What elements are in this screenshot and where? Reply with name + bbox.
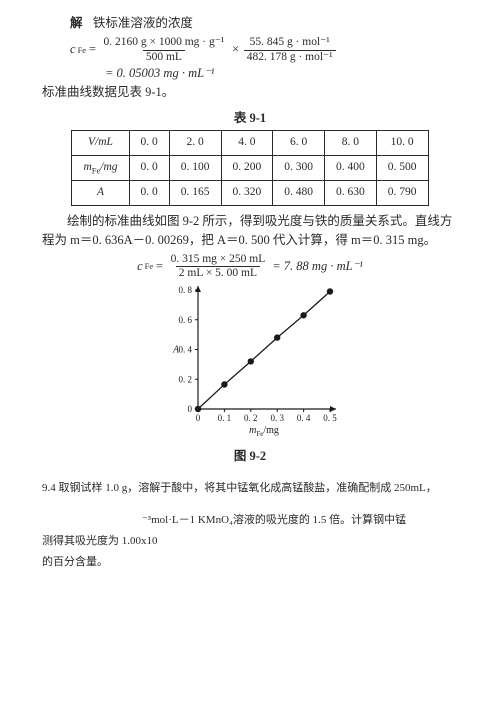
svg-text:0. 4: 0. 4 <box>179 345 193 355</box>
table-title: 表 9-1 <box>42 109 458 128</box>
svg-text:A: A <box>172 345 180 356</box>
svg-text:mFe/mg: mFe/mg <box>249 425 279 437</box>
cell: 0. 0 <box>129 130 169 155</box>
svg-text:0. 4: 0. 4 <box>297 413 311 423</box>
svg-text:0: 0 <box>188 404 193 414</box>
table-row: V/mL 0. 0 2. 0 4. 0 6. 0 8. 0 10. 0 <box>72 130 428 155</box>
cell: 0. 320 <box>221 181 273 206</box>
table-row: A 0. 0 0. 165 0. 320 0. 480 0. 630 0. 79… <box>72 181 428 206</box>
cell: 0. 400 <box>325 155 377 180</box>
svg-text:0. 8: 0. 8 <box>179 285 193 295</box>
cell: mFe/mg <box>72 155 129 180</box>
equation-1-result: = 0. 05003 mg · mL⁻¹ <box>105 64 458 83</box>
table-row: mFe/mg 0. 0 0. 100 0. 200 0. 300 0. 400 … <box>72 155 428 180</box>
eq2-frac: 0. 315 mg × 250 mL 2 mL × 5. 00 mL <box>168 253 269 280</box>
cell: 8. 0 <box>325 130 377 155</box>
cell: A <box>72 181 129 206</box>
solution-rest: 铁标准溶液的浓度 <box>93 16 193 30</box>
cell: 4. 0 <box>221 130 273 155</box>
figure-title: 图 9-2 <box>42 447 458 466</box>
cell: 0. 300 <box>273 155 325 180</box>
equation-1: cFe = 0. 2160 g × 1000 mg · g⁻¹ 500 mL ×… <box>70 36 458 63</box>
problem-line-4: 的百分含量。 <box>42 553 458 572</box>
eq1-frac-a: 0. 2160 g × 1000 mg · g⁻¹ 500 mL <box>101 36 228 63</box>
svg-text:0. 5: 0. 5 <box>323 413 337 423</box>
data-table: V/mL 0. 0 2. 0 4. 0 6. 0 8. 0 10. 0 mFe/… <box>71 130 428 206</box>
cell: 0. 500 <box>376 155 428 180</box>
problem-9-4: 9.4 取钢试样 1.0 g，溶解于酸中，将其中锰氧化成高锰酸盐，准确配制成 2… <box>42 479 458 572</box>
eq1-b-num: 55. 845 g · mol⁻¹ <box>247 36 333 49</box>
eq2-den: 2 mL × 5. 00 mL <box>176 266 260 280</box>
cell: 10. 0 <box>376 130 428 155</box>
cell: 2. 0 <box>169 130 221 155</box>
svg-text:0. 6: 0. 6 <box>179 315 193 325</box>
svg-text:0: 0 <box>196 413 201 423</box>
svg-text:0. 3: 0. 3 <box>270 413 284 423</box>
eq2-num: 0. 315 mg × 250 mL <box>168 253 269 266</box>
cell: 6. 0 <box>273 130 325 155</box>
problem-line-2: ⁻³mol·L－1 KMnO₄溶液的吸光度的 1.5 倍。计算钢中锰 <box>142 511 458 530</box>
figure-9-2: 0 0. 1 0. 2 0. 3 0. 4 0. 5 0. 2 0. 4 0. 6 0. 8 0 Am… <box>42 282 458 437</box>
cell: 0. 200 <box>221 155 273 180</box>
eq1-a-num: 0. 2160 g × 1000 mg · g⁻¹ <box>101 36 228 49</box>
cell: 0. 100 <box>169 155 221 180</box>
svg-text:0. 2: 0. 2 <box>179 374 193 384</box>
eq2-equals: = <box>155 257 163 276</box>
problem-line-1: 9.4 取钢试样 1.0 g，溶解于酸中，将其中锰氧化成高锰酸盐，准确配制成 2… <box>42 479 458 498</box>
eq1-equals: = <box>88 40 96 59</box>
cell: 0. 0 <box>129 155 169 180</box>
eq2-sub: Fe <box>145 260 154 273</box>
table-intro: 标准曲线数据见表 9-1。 <box>42 83 458 102</box>
cell: 0. 480 <box>273 181 325 206</box>
eq2-lhs: c <box>137 257 143 276</box>
eq2-result: = 7. 88 mg · mL⁻¹ <box>272 257 363 276</box>
svg-text:0. 1: 0. 1 <box>218 413 232 423</box>
cell: 0. 165 <box>169 181 221 206</box>
explanation-paragraph: 绘制的标准曲线如图 9-2 所示，得到吸光度与铁的质量关系式。直线方程为 m＝0… <box>42 212 458 251</box>
cell: 0. 0 <box>129 181 169 206</box>
cell: 0. 630 <box>325 181 377 206</box>
eq1-b-den: 482. 178 g · mol⁻¹ <box>244 50 336 64</box>
svg-text:0. 2: 0. 2 <box>244 413 257 423</box>
cell: 0. 790 <box>376 181 428 206</box>
chart-svg: 0 0. 1 0. 2 0. 3 0. 4 0. 5 0. 2 0. 4 0. 6 0. 8 0 Am… <box>160 282 340 437</box>
eq1-lhs: c <box>70 40 76 59</box>
eq1-a-den: 500 mL <box>143 50 185 64</box>
problem-line-3: 测得其吸光度为 1.00x10 <box>42 532 458 551</box>
solution-intro: 解 铁标准溶液的浓度 <box>70 14 458 33</box>
eq1-sub: Fe <box>78 44 87 57</box>
eq1-times: × <box>231 40 239 59</box>
solution-prefix: 解 <box>70 16 84 30</box>
cell: V/mL <box>72 130 129 155</box>
eq1-frac-b: 55. 845 g · mol⁻¹ 482. 178 g · mol⁻¹ <box>244 36 336 63</box>
equation-2: cFe = 0. 315 mg × 250 mL 2 mL × 5. 00 mL… <box>42 253 458 280</box>
